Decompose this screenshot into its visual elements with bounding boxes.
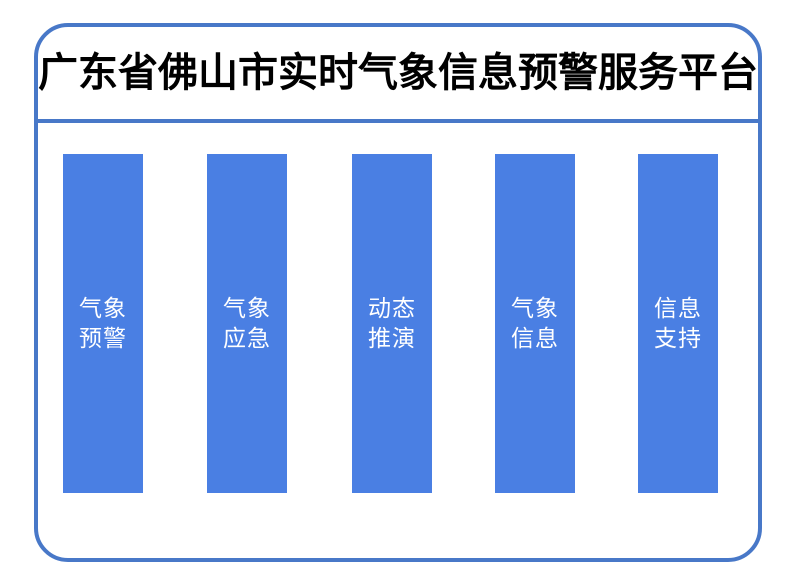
pillar-weather-information[interactable]: 气象 信息 (495, 154, 575, 493)
pillar-weather-warning[interactable]: 气象 预警 (63, 154, 143, 493)
page-title: 广东省佛山市实时气象信息预警服务平台 (38, 49, 758, 96)
pillar-information-support[interactable]: 信息 支持 (638, 154, 718, 493)
pillar-weather-emergency[interactable]: 气象 应急 (207, 154, 287, 493)
pillar-dynamic-simulation[interactable]: 动态 推演 (352, 154, 432, 493)
pillar-label-weather-information: 气象 信息 (511, 295, 559, 352)
pillars-row: 气象 预警 气象 应急 动态 推演 气象 信息 信息 支持 (63, 154, 718, 493)
pillar-label-weather-emergency: 气象 应急 (223, 295, 271, 352)
title-banner: 广东省佛山市实时气象信息预警服务平台 (34, 23, 762, 122)
pillar-label-weather-warning: 气象 预警 (79, 295, 127, 352)
pillar-label-dynamic-simulation: 动态 推演 (368, 295, 416, 352)
title-divider (34, 119, 762, 123)
pillar-label-information-support: 信息 支持 (654, 295, 702, 352)
